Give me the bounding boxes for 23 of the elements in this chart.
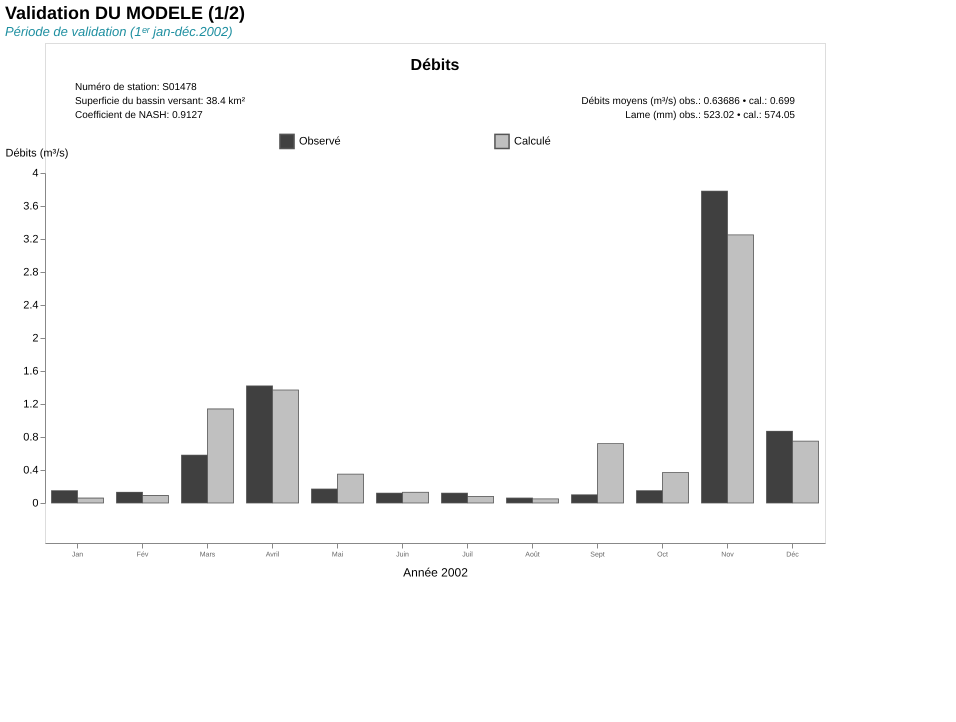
chart-title: Validation DU MODELE (1/2) — [5, 3, 246, 23]
x-axis-title: Année 2002 — [403, 566, 468, 580]
y-tick-label: 3.6 — [23, 200, 38, 212]
chart-subtitle: Période de validation (1ᵉʳ jan-déc.2002) — [5, 24, 233, 39]
y-axis-title: Débits (m³/s) — [6, 148, 68, 160]
legend-label: Observé — [299, 135, 341, 148]
text: Débits moyens (m³/s) obs.: 0.63686 • cal.: 0.699 — [581, 96, 796, 107]
text: Débits — [410, 57, 460, 74]
y-tick-label: 0.4 — [23, 464, 38, 476]
y-tick-label: 2 — [32, 332, 38, 344]
y-tick-label: 2.4 — [23, 300, 38, 312]
y-tick-label: 0 — [32, 498, 38, 510]
y-tick-label: 3.2 — [23, 234, 38, 246]
legend-label: Calculé — [514, 135, 551, 148]
y-tick-label: 2.8 — [23, 266, 38, 278]
text: Numéro de station: S01478 — [75, 82, 198, 93]
y-tick-label: 4 — [32, 168, 38, 180]
text: Coefficient de NASH: 0.9127 — [75, 110, 204, 121]
y-tick-label: 1.6 — [23, 366, 38, 378]
y-tick-label: 1.2 — [23, 398, 38, 410]
text: Superficie du bassin versant: 38.4 km² — [75, 96, 246, 107]
text: Lame (mm) obs.: 523.02 • cal.: 574.05 — [625, 110, 796, 121]
y-tick-label: 0.8 — [23, 432, 38, 444]
